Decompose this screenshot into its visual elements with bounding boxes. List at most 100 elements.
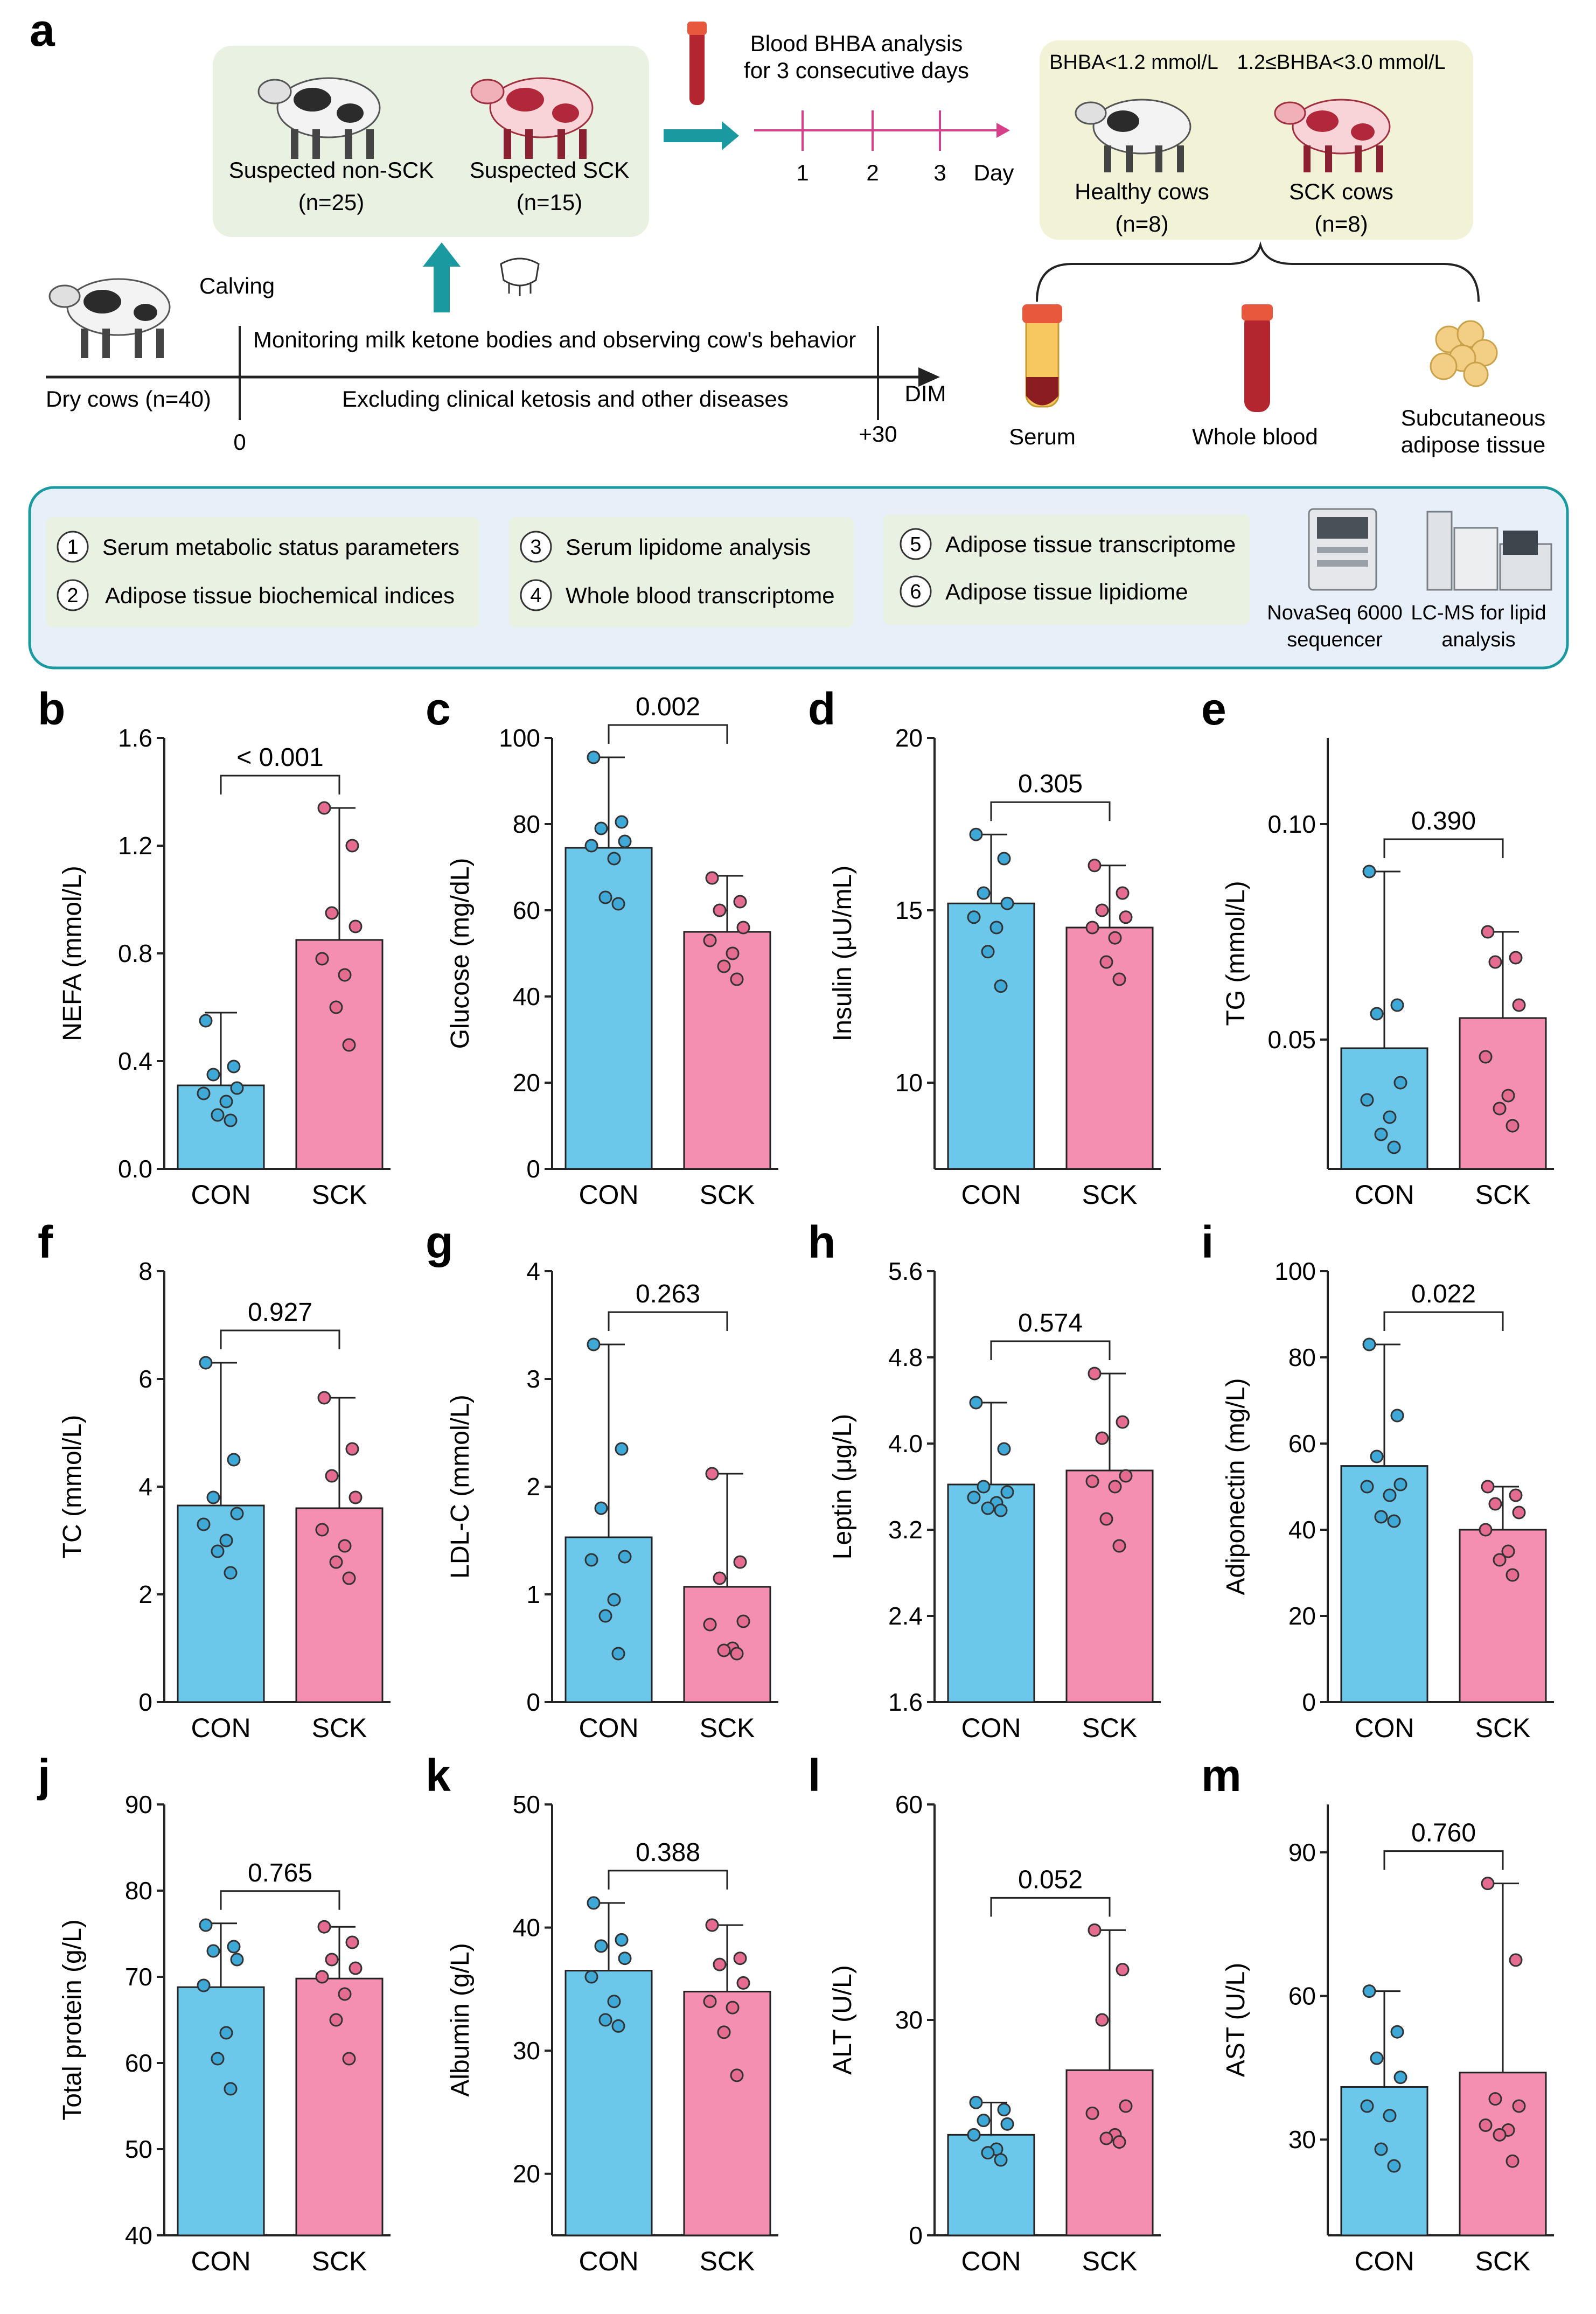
panel-letter-b: b xyxy=(38,684,65,734)
y-tick-label: 90 xyxy=(1288,1838,1316,1866)
analysis-num-6: 6 xyxy=(910,581,921,603)
data-point-con xyxy=(197,1978,211,1992)
significance-bracket xyxy=(990,1340,1111,1360)
data-point-sck xyxy=(1479,1523,1493,1537)
x-category-label: SCK xyxy=(1082,1713,1138,1743)
significance-bracket xyxy=(1383,838,1504,858)
y-tick-label: 3.2 xyxy=(888,1516,923,1544)
data-point-sck xyxy=(315,1970,329,1984)
y-tick-label: 2 xyxy=(526,1473,540,1501)
bar-con xyxy=(177,1504,265,1703)
bar-chart-panels: b NEFA (mmol/L) 0.0 0.4 0.8 1.2 1.6 CON SCK < 0.0… xyxy=(37,684,1554,2276)
data-point-con xyxy=(1000,896,1014,910)
data-point-con xyxy=(594,821,608,835)
sequencer-label-1: NovaSeq 6000 xyxy=(1267,602,1402,624)
data-point-sck xyxy=(345,1935,359,1949)
data-point-sck xyxy=(736,1614,750,1628)
x-category-label: CON xyxy=(579,1713,638,1743)
data-point-con xyxy=(206,1944,220,1958)
panel-letter-j: j xyxy=(37,1750,50,1801)
data-point-con xyxy=(997,2103,1011,2117)
data-point-con xyxy=(1000,2117,1014,2131)
timeline-zero: 0 xyxy=(233,429,246,455)
analysis-text-3: Serum lipidome analysis xyxy=(566,534,811,560)
p-value-label: 0.765 xyxy=(248,1859,312,1887)
data-point-sck xyxy=(342,2052,356,2066)
data-point-sck xyxy=(1116,1415,1130,1429)
data-point-sck xyxy=(315,1523,329,1537)
y-tick-label: 0 xyxy=(526,1688,540,1716)
milk-udder-icon xyxy=(500,257,540,296)
data-point-sck xyxy=(1481,925,1495,939)
bar-con xyxy=(564,1970,653,2236)
chart-panel-l: l ALT (U/L) 0 30 60 CON SCK 0.052 xyxy=(808,1750,1161,2276)
data-point-sck xyxy=(1099,2131,1113,2145)
data-point-con xyxy=(615,1442,629,1456)
blood-bhba-line1: Blood BHBA analysis xyxy=(750,31,963,56)
chart-panel-c: c Glucose (mg/dL) 0 20 40 60 80 100 CON SCK 0.002 xyxy=(426,684,778,1210)
bar-con xyxy=(1340,1465,1428,1703)
panel-letter-d: d xyxy=(808,684,835,734)
analysis-num-4: 4 xyxy=(530,584,541,607)
data-point-con xyxy=(197,1517,211,1531)
data-point-sck xyxy=(1112,2135,1126,2149)
y-axis-label: Total protein (g/L) xyxy=(58,1919,87,2121)
chart-panel-h: h Leptin (μg/L) 1.6 2.4 3.2 4.0 4.8 5.6 CON SCK 0.… xyxy=(808,1217,1161,1743)
data-point-con xyxy=(1387,1514,1401,1528)
data-point-sck xyxy=(338,968,352,982)
y-tick-label: 60 xyxy=(125,2049,152,2077)
data-point-con xyxy=(224,2082,238,2096)
teal-arrow-icon xyxy=(664,121,739,150)
y-axis-label: Insulin (μU/mL) xyxy=(828,866,857,1041)
data-point-sck xyxy=(717,959,731,973)
y-tick-label: 8 xyxy=(138,1257,152,1285)
sck-cows-label: SCK cows xyxy=(1289,179,1393,204)
data-point-sck xyxy=(1481,1877,1495,1891)
main-timeline-arrow xyxy=(918,367,940,387)
analysis-num-3: 3 xyxy=(530,536,541,559)
data-point-sck xyxy=(1088,1367,1102,1381)
y-tick-label: 0.05 xyxy=(1267,1026,1316,1054)
data-point-sck xyxy=(329,1555,343,1569)
data-point-sck xyxy=(726,946,740,960)
significance-bracket xyxy=(220,1890,340,1910)
bar-sck xyxy=(1065,1469,1154,1703)
data-point-con xyxy=(981,945,995,959)
serum-tube-icon xyxy=(1022,304,1062,408)
data-point-con xyxy=(584,839,598,853)
significance-bracket xyxy=(608,724,728,744)
data-point-con xyxy=(1360,2099,1374,2113)
data-point-con xyxy=(1374,2142,1388,2156)
data-point-sck xyxy=(736,921,750,935)
data-point-con xyxy=(967,910,981,924)
data-point-sck xyxy=(1116,886,1130,900)
data-point-con xyxy=(1374,1510,1388,1524)
lcms-label-1: LC-MS for lipid xyxy=(1411,602,1546,624)
y-axis-label: ALT (U/L) xyxy=(828,1965,857,2075)
analysis-num-circle-4 xyxy=(520,579,552,611)
data-point-con xyxy=(594,1939,608,1953)
y-tick-label: 30 xyxy=(895,2006,923,2034)
chart-panel-i: i Adiponectin (mg/L) 0 20 40 60 80 100 CON SCK 0.0… xyxy=(1201,1217,1554,1743)
day-1-label: 1 xyxy=(796,160,809,185)
data-point-sck xyxy=(1501,1089,1515,1103)
sick-cow-icon xyxy=(470,77,594,159)
analysis-text-1: Serum metabolic status parameters xyxy=(102,534,459,560)
data-point-con xyxy=(977,1480,991,1494)
y-tick-label: 20 xyxy=(513,1069,540,1097)
data-point-sck xyxy=(1088,1923,1102,1937)
y-tick-label: 1.6 xyxy=(888,1688,923,1716)
data-point-con xyxy=(227,1453,241,1467)
healthy-cows-n: (n=8) xyxy=(1115,211,1168,236)
y-axis-label: AST (U/L) xyxy=(1222,1963,1250,2077)
bhba-arrow-head xyxy=(996,123,1010,138)
y-tick-label: 0.10 xyxy=(1267,810,1316,838)
data-point-sck xyxy=(1493,2128,1507,2142)
data-point-sck xyxy=(342,1571,356,1585)
data-point-con xyxy=(587,750,601,764)
panel-letter-e: e xyxy=(1201,684,1226,734)
data-point-sck xyxy=(730,972,744,986)
data-point-con xyxy=(1383,1488,1397,1502)
y-axis-label: TC (mmol/L) xyxy=(58,1415,87,1559)
data-point-con xyxy=(230,1081,244,1095)
